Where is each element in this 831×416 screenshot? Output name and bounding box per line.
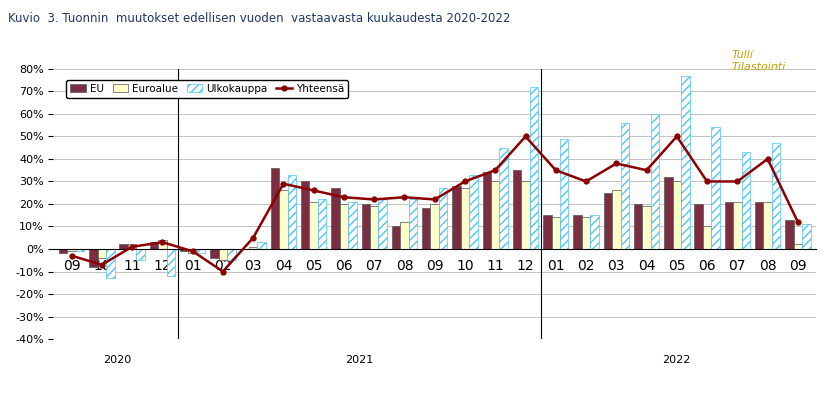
Bar (76, 249, 84, 251)
Bar (180, 249, 189, 251)
Text: Kuvio  3. Tuonnin  muutokset edellisen vuoden  vastaavasta kuukaudesta 2020-2022: Kuvio 3. Tuonnin muutokset edellisen vuo… (8, 12, 511, 25)
Bar (249, 247, 258, 249)
Bar (150, 242, 158, 249)
Bar (695, 204, 703, 249)
Bar (642, 206, 651, 249)
Bar (491, 181, 499, 249)
Bar (612, 191, 621, 249)
Bar (422, 208, 430, 249)
Bar (120, 245, 128, 249)
Bar (391, 226, 401, 249)
Bar (361, 204, 370, 249)
Bar (664, 177, 672, 249)
Bar (711, 127, 720, 249)
Bar (741, 152, 750, 249)
Bar (672, 181, 681, 249)
Bar (651, 114, 659, 249)
Bar (513, 170, 521, 249)
Bar (128, 245, 136, 249)
Bar (279, 191, 288, 249)
Bar (332, 188, 340, 249)
Bar (573, 215, 582, 249)
Bar (603, 193, 612, 249)
Bar (136, 249, 145, 260)
Bar (430, 204, 439, 249)
Bar (67, 249, 76, 251)
Bar (167, 249, 175, 276)
Bar (755, 202, 764, 249)
Bar (560, 139, 568, 249)
Bar (703, 226, 711, 249)
Bar (401, 222, 409, 249)
Bar (158, 240, 167, 249)
Bar (452, 186, 460, 249)
Legend: EU, Euroalue, Ulkokauppa, Yhteensä: EU, Euroalue, Ulkokauppa, Yhteensä (66, 79, 348, 98)
Bar (227, 249, 236, 260)
Bar (681, 76, 690, 249)
Bar (301, 181, 309, 249)
Bar (772, 143, 780, 249)
Bar (460, 188, 470, 249)
Bar (785, 220, 794, 249)
Bar (470, 175, 478, 249)
Bar (552, 218, 560, 249)
Bar (258, 242, 266, 249)
Bar (725, 202, 733, 249)
Text: Tulli
Tilastointi: Tulli Tilastointi (731, 50, 785, 72)
Bar (348, 202, 356, 249)
Bar (529, 87, 538, 249)
Bar (733, 202, 741, 249)
Bar (59, 249, 67, 253)
Text: 2021: 2021 (345, 355, 373, 365)
Bar (590, 215, 599, 249)
Text: 2022: 2022 (662, 355, 691, 365)
Bar (409, 200, 417, 249)
Bar (794, 245, 802, 249)
Bar (309, 202, 318, 249)
Bar (521, 181, 529, 249)
Bar (439, 188, 447, 249)
Text: 2020: 2020 (103, 355, 131, 365)
Bar (543, 215, 552, 249)
Bar (219, 249, 227, 260)
Bar (89, 249, 98, 267)
Bar (340, 204, 348, 249)
Bar (318, 200, 327, 249)
Bar (210, 249, 219, 258)
Bar (271, 168, 279, 249)
Bar (98, 249, 106, 258)
Bar (106, 249, 115, 278)
Bar (802, 224, 810, 249)
Bar (634, 204, 642, 249)
Bar (197, 249, 205, 253)
Bar (499, 148, 508, 249)
Bar (764, 202, 772, 249)
Bar (370, 206, 378, 249)
Bar (288, 175, 296, 249)
Bar (189, 249, 197, 253)
Bar (378, 200, 387, 249)
Bar (483, 173, 491, 249)
Bar (621, 123, 629, 249)
Bar (582, 218, 590, 249)
